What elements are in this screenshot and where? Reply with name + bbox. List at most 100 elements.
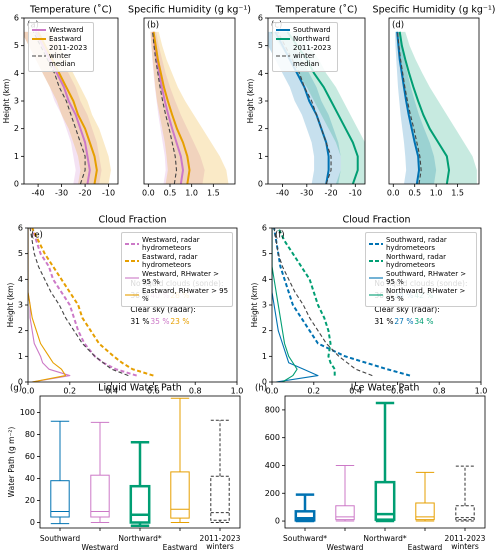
chart-title: Specific Humidity (g kg⁻¹) <box>128 5 251 16</box>
y-tick-label: 400 <box>265 461 280 470</box>
y-tick-label: 4 <box>258 69 263 78</box>
profile-line <box>277 228 336 376</box>
axes-frame <box>39 395 241 529</box>
x-tick-label: 0.4 <box>105 387 118 396</box>
legend-swatch <box>369 260 383 262</box>
x-tick-label: 1.0 <box>430 189 443 198</box>
y-tick-label: 1 <box>258 152 263 161</box>
legend: Westward, radar hydrometeors Eastward, ra… <box>121 232 233 307</box>
x-tick-label: Westward <box>81 543 119 552</box>
y-tick-label: 3 <box>258 97 263 106</box>
legend-item: Westward <box>32 26 90 34</box>
x-tick-label: Southward* <box>283 534 327 543</box>
x-tick-label: 2011-2023 winters <box>199 534 241 551</box>
x-tick-label: 0.5 <box>408 189 421 198</box>
x-tick-label: 1.5 <box>451 189 464 198</box>
legend-swatch <box>125 243 139 245</box>
legend-item: 2011-2023 winter median <box>276 44 334 68</box>
y-tick-label: 800 <box>265 405 280 414</box>
legend-item: Westward, radar hydrometeors <box>125 236 229 252</box>
y-tick-label: 5 <box>262 249 267 258</box>
x-tick-label: -20 <box>79 189 92 198</box>
profile-line <box>28 228 71 382</box>
chart-title: Specific Humidity (g kg⁻¹) <box>373 5 496 16</box>
legend-swatch <box>32 55 46 57</box>
legend-swatch <box>125 260 139 262</box>
box <box>294 510 316 522</box>
plot-area <box>28 228 154 382</box>
y-tick-label: 3 <box>14 97 19 106</box>
range-band <box>395 31 437 184</box>
y-tick-label: 80 <box>25 430 35 439</box>
y-tick-label: 4 <box>262 275 267 284</box>
x-tick-label: 0.8 <box>433 387 446 396</box>
box <box>129 484 151 524</box>
legend-label: Westward, RHwater > 95 % <box>142 270 220 286</box>
plot-area <box>395 31 477 184</box>
y-tick-label: 6 <box>18 224 23 233</box>
legend-item: Eastward, RHwater > 95 % <box>125 287 229 303</box>
axes-frame <box>284 395 486 529</box>
profile-line <box>277 31 332 184</box>
legend-swatch <box>276 55 290 57</box>
axes-frame <box>271 227 482 383</box>
x-tick-label: 2011-2023 winters <box>444 534 486 551</box>
legend: Southward, radar hydrometeors Northward, … <box>365 232 477 307</box>
legend-item: 2011-2023 winter median <box>32 44 90 68</box>
y-tick-label: 1 <box>262 352 267 361</box>
x-tick-label: 0.0 <box>22 387 35 396</box>
profile-line <box>31 228 137 377</box>
panel-label: (b) <box>147 21 159 31</box>
legend-item: Westward, RHwater > 95 % <box>125 270 229 286</box>
y-axis-label: Height (km) <box>6 283 15 328</box>
y-tick-label: 1 <box>18 352 23 361</box>
y-tick-label: 40 <box>25 474 35 483</box>
panel-label: (g) <box>10 384 22 394</box>
legend-label: Northward, RHwater > 95 % <box>386 287 466 303</box>
y-tick-label: 5 <box>18 249 23 258</box>
chart-title: Temperature (˚C) <box>29 5 112 16</box>
x-tick-label: -40 <box>32 189 45 198</box>
legend-label: 2011-2023 winter median <box>293 44 332 68</box>
x-tick-label: 1.0 <box>231 387 244 396</box>
x-tick-label: Eastward <box>162 543 198 552</box>
y-tick-label: 6 <box>14 14 19 23</box>
x-tick-label: 0.2 <box>307 387 320 396</box>
annotation-value: 31 % <box>374 317 393 326</box>
profile-line <box>31 228 154 377</box>
profile-line <box>273 228 373 377</box>
legend-label: Southward, radar hydrometeors <box>386 236 447 252</box>
y-tick-label: 3 <box>262 301 267 310</box>
x-tick-label: -30 <box>300 189 313 198</box>
legend-label: Eastward, radar hydrometeors <box>142 253 198 269</box>
x-tick-label: Westward <box>326 543 364 552</box>
y-tick-label: 5 <box>14 41 19 50</box>
legend-item: Eastward, radar hydrometeors <box>125 253 229 269</box>
x-tick-label: 0.4 <box>349 387 362 396</box>
range-band <box>270 31 365 184</box>
legend-label: Southward, RHwater > 95 % <box>386 270 467 286</box>
profile-line <box>272 228 319 382</box>
y-tick-label: 6 <box>262 224 267 233</box>
legend-label: Eastward, RHwater > 95 % <box>142 287 229 303</box>
y-tick-label: 3 <box>18 301 23 310</box>
x-tick-label: -10 <box>349 189 362 198</box>
annotation-value: 23 % <box>170 317 189 326</box>
chart-title: Cloud Fraction <box>342 215 410 226</box>
y-axis-label: Water Path (g m⁻²) <box>7 427 16 498</box>
x-tick-label: 1.0 <box>475 387 488 396</box>
y-axis-label: Height (km) <box>246 79 255 124</box>
x-tick-label: Southward <box>39 534 81 543</box>
y-tick-label: 5 <box>258 41 263 50</box>
x-tick-label: 1.5 <box>207 189 220 198</box>
y-tick-label: 20 <box>25 496 35 505</box>
legend-swatch <box>125 294 139 296</box>
x-tick-label: 0.2 <box>63 387 76 396</box>
box <box>170 471 190 519</box>
legend-item: Northward <box>276 35 334 43</box>
profile-line <box>398 31 450 184</box>
axes-frame <box>27 227 238 383</box>
legend-label: 2011-2023 winter median <box>49 44 88 68</box>
y-tick-label: 0 <box>18 378 23 387</box>
legend-swatch <box>276 38 290 40</box>
